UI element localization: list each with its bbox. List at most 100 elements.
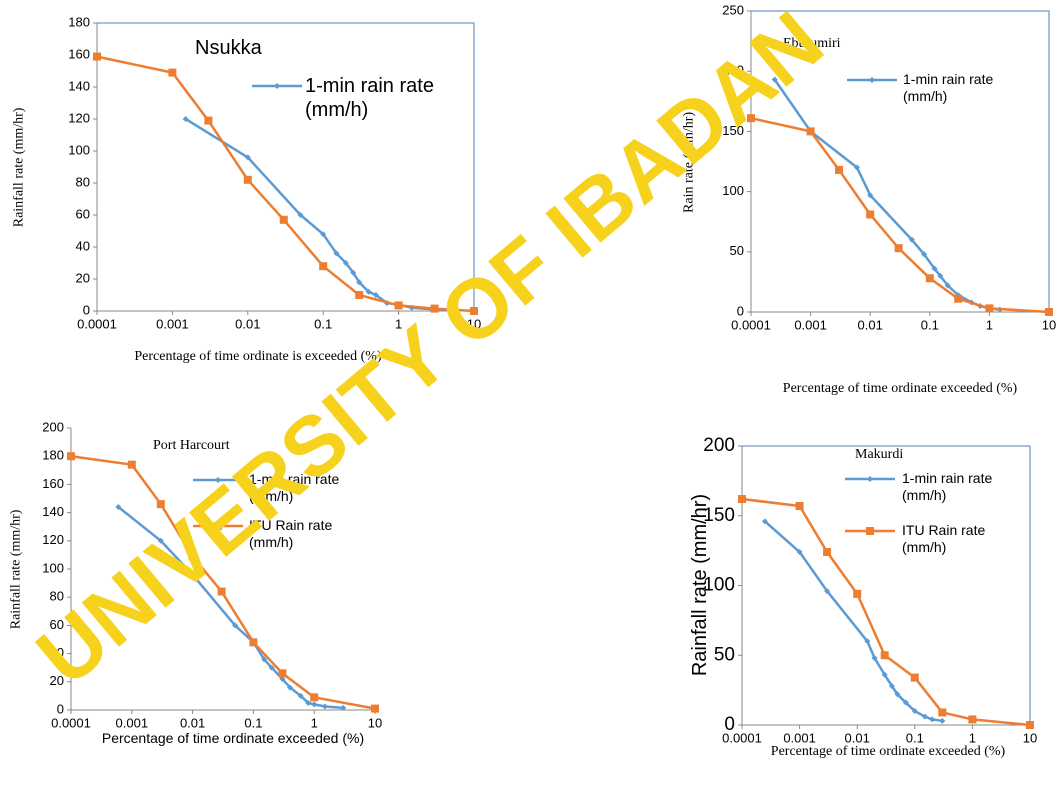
point [888,682,895,689]
y-tick-label: 60 [50,617,64,632]
y-tick-label: 50 [714,644,735,665]
y-tick-label: 200 [42,419,64,434]
x-tick-label: 0.1 [314,316,332,331]
legend-marker [867,476,873,482]
legend-marker [866,527,874,535]
y-tick-label: 100 [703,575,735,596]
y-axis-label: Rainfall rate (mm/hr) [11,107,27,227]
point [795,501,804,510]
point [394,301,403,310]
point [864,638,871,645]
point [1026,721,1034,729]
x-tick-label: 0.01 [845,730,870,745]
point [279,215,288,224]
x-tick-label: 0.0001 [731,317,771,332]
point [806,127,815,136]
point [761,518,768,525]
y-tick-label: 60 [76,206,90,221]
point [881,671,888,678]
point [866,210,875,219]
x-tick-label: 0.0001 [77,316,117,331]
point [115,503,122,510]
series-line [96,55,475,313]
point [67,452,75,461]
point [244,154,251,161]
point [867,192,874,199]
point [823,548,832,557]
x-tick-label: 1 [311,715,318,730]
x-tick-label: 1 [986,317,993,332]
x-tick-label: 0.001 [156,316,189,331]
y-tick-label: 80 [76,174,90,189]
point [168,68,177,77]
y-tick-label: 20 [50,673,64,688]
y-tick-label: 0 [724,714,735,735]
y-tick-label: 100 [68,142,90,157]
x-axis-label: Percentage of time ordinate exceeded (%) [770,744,1006,759]
plot-border [96,22,475,312]
point [189,571,196,578]
y-tick-label: 140 [68,78,90,93]
legend-label: 1-min rain rate (mm/h) [902,470,993,503]
y-tick-label: 0 [737,303,744,318]
point [297,692,304,699]
point [268,664,275,671]
plot-border [750,10,1050,313]
point [931,265,938,272]
x-axis-label: Percentage of time ordinate is exceeded … [134,349,382,364]
point [937,272,944,279]
point [311,701,318,708]
point [771,76,778,83]
point [902,699,909,706]
x-tick-label: 0.1 [244,715,262,730]
point [938,708,947,717]
x-tick-label: 0.0001 [722,730,762,745]
chart-title: Eburumiri [783,36,841,51]
y-tick-label: 120 [68,110,90,125]
point [279,675,286,682]
y-tick-label: 120 [42,532,64,547]
y-tick-label: 180 [42,448,64,463]
y-tick-label: 150 [703,505,735,526]
x-tick-label: 10 [467,316,481,331]
point [835,165,844,174]
point [305,699,312,706]
y-tick-label: 200 [703,435,735,456]
point [365,288,372,295]
y-tick-label: 180 [68,14,90,29]
x-tick-label: 10 [1042,317,1056,332]
point [278,669,287,678]
point [747,114,755,123]
point [944,282,951,289]
y-axis-label: Rainfall rate (mm/hr) [8,509,24,629]
x-tick-label: 0.001 [794,317,827,332]
point [430,304,439,313]
legend-label: 1-min rain rate (mm/h) [903,71,994,104]
point [1045,308,1053,316]
point [319,262,328,271]
point [894,691,901,698]
point [911,708,918,715]
point [738,495,746,504]
x-tick-label: 1 [395,316,402,331]
legend-marker [869,77,875,83]
point [929,716,936,723]
point [908,236,915,243]
y-axis-label: Rainfall rate (mm/hr) [689,493,711,677]
point [243,175,252,184]
point [287,684,294,691]
x-tick-label: 0.0001 [51,715,91,730]
point [356,279,363,286]
point [894,244,903,253]
x-axis-label: Percentage of time ordinate exceeded (%) [782,381,1018,396]
point [204,116,213,125]
y-axis-label: Rain rate (mm/hr) [681,111,697,213]
point [796,549,803,556]
y-tick-label: 100 [42,560,64,575]
point [342,260,349,266]
y-tick-label: 160 [68,46,90,61]
point [954,294,963,303]
x-tick-label: 10 [1023,730,1037,745]
y-tick-label: 40 [76,238,90,253]
y-tick-label: 0 [83,302,90,317]
